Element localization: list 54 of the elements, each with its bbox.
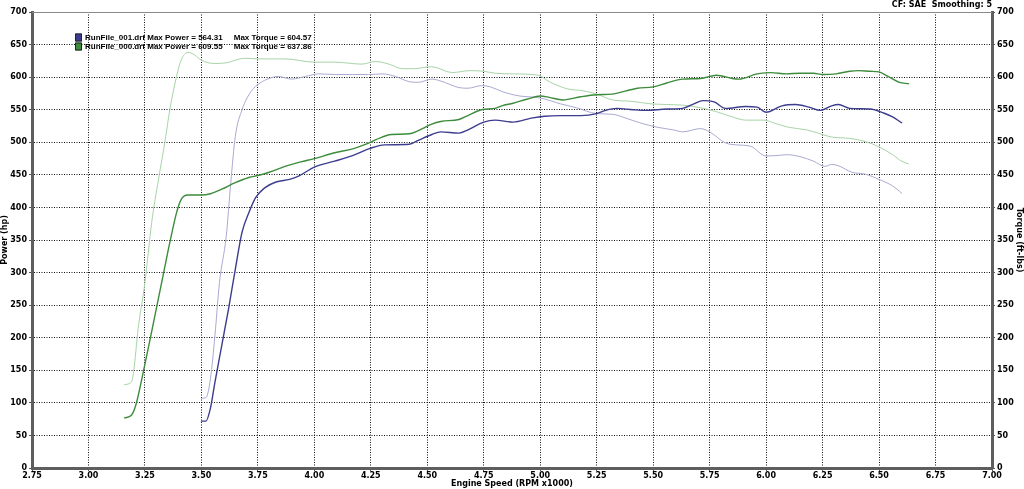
y-tick-label: 100 (10, 397, 28, 407)
y2-tick-label: 500 (997, 137, 1015, 147)
y-tick-label: 250 (10, 300, 28, 310)
x-tick-label: 3.50 (191, 470, 212, 480)
x-tick-label: 5.75 (699, 470, 720, 480)
y2-tick-label: 250 (997, 300, 1015, 310)
x-tick-label: 5.25 (586, 470, 607, 480)
x-tick-label: 3.00 (78, 470, 99, 480)
y2-axis-title: Torque (ft-lbs) (1015, 207, 1024, 273)
x-tick-label: 4.00 (304, 470, 325, 480)
y2-tick-label: 400 (997, 202, 1015, 212)
x-tick-label: 4.75 (473, 470, 495, 480)
y-tick-label: 350 (10, 235, 28, 245)
y2-tick-label: 600 (997, 72, 1015, 82)
y-tick-label: 0 (21, 463, 28, 473)
x-tick-label: 6.25 (812, 470, 833, 480)
y-tick-label: 550 (10, 104, 28, 114)
x-tick-label: 5.00 (530, 470, 551, 480)
x-tick-label: 5.50 (643, 470, 664, 480)
x-tick-label: 6.00 (756, 470, 777, 480)
y2-tick-label: 300 (997, 267, 1015, 277)
x-tick-label: 4.25 (360, 470, 382, 480)
y-tick-label: 500 (10, 137, 28, 147)
y-tick-label: 200 (10, 332, 28, 342)
y2-tick-label: 200 (997, 332, 1015, 342)
x-axis-title: Engine Speed (RPM x1000) (451, 479, 573, 489)
y2-tick-label: 700 (997, 7, 1015, 17)
x-tick-label: 3.75 (248, 470, 269, 480)
y-tick-label: 400 (10, 202, 28, 212)
x-tick-label: 4.50 (417, 470, 438, 480)
y-tick-label: 300 (10, 267, 28, 277)
y-tick-label: 600 (10, 72, 28, 82)
y2-tick-label: 350 (997, 235, 1015, 245)
y-axis-title: Power (hp) (0, 215, 9, 265)
x-tick-label: 6.75 (925, 470, 946, 480)
y2-tick-label: 450 (997, 169, 1015, 179)
y2-tick-label: 0 (997, 463, 1003, 473)
x-tick-label: 7.00 (982, 470, 1003, 480)
y-tick-label: 150 (10, 365, 28, 375)
y2-tick-label: 550 (997, 104, 1015, 114)
text: CF: SAE Smoothing: 5 (891, 0, 993, 10)
legend-label: RunFile_001.drf Max Power = 564.31 Max Torque = 604.57 (85, 32, 313, 42)
y-tick-label: 650 (10, 39, 28, 49)
y-tick-label: 50 (15, 430, 28, 440)
y2-tick-label: 150 (997, 365, 1015, 375)
y-tick-label: 450 (10, 169, 28, 179)
y-tick-label: 700 (10, 7, 28, 17)
x-tick-label: 6.50 (869, 470, 890, 480)
y2-tick-label: 650 (997, 39, 1015, 49)
x-tick-label: 2.75 (22, 470, 43, 480)
legend-label: RunFile_000.drf Max Power = 609.55 Max Torque = 637.86 (85, 41, 313, 51)
y2-tick-label: 100 (997, 397, 1015, 407)
x-tick-label: 3.25 (135, 470, 156, 480)
y2-tick-label: 50 (997, 430, 1009, 440)
